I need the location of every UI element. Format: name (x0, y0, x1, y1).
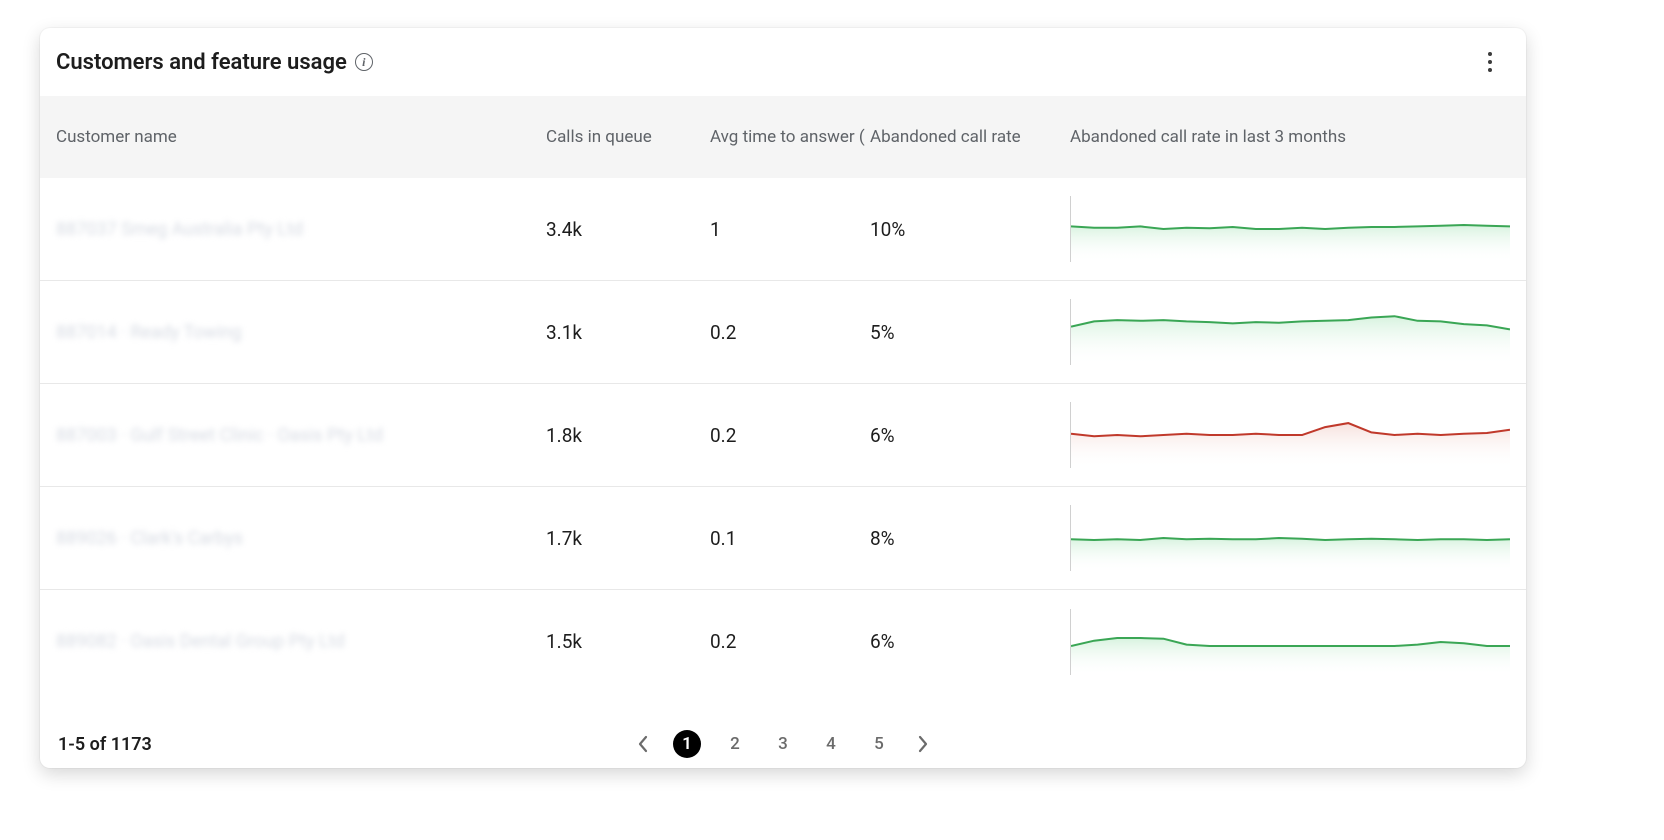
col-avg-time-to-answer[interactable]: Avg time to answer ( (710, 127, 870, 147)
col-abandoned-rate-3mo[interactable]: Abandoned call rate in last 3 months (1070, 127, 1510, 147)
card-header: Customers and feature usage i (40, 28, 1526, 96)
cell-avg-time-to-answer: 0.1 (710, 527, 870, 550)
info-icon[interactable]: i (355, 53, 373, 71)
pagination-range-label: 1-5 of 1173 (58, 734, 152, 755)
pager-next-icon[interactable] (913, 734, 933, 754)
sparkline-chart (1070, 609, 1510, 675)
table-body: 887037 Smeg Australia Pty Ltd 3.4k 1 10%… (40, 178, 1526, 693)
sparkline-chart (1070, 196, 1510, 262)
pager-page-3[interactable]: 3 (769, 730, 797, 758)
cell-sparkline (1070, 505, 1510, 571)
table-row[interactable]: 889082 · Oasis Dental Group Pty Ltd 1.5k… (40, 590, 1526, 693)
card-footer: 1-5 of 1173 12345 (40, 720, 1526, 768)
cell-calls-in-queue: 3.1k (546, 321, 710, 344)
table-row[interactable]: 887037 Smeg Australia Pty Ltd 3.4k 1 10% (40, 178, 1526, 281)
pager-page-2[interactable]: 2 (721, 730, 749, 758)
cell-sparkline (1070, 609, 1510, 675)
cell-calls-in-queue: 1.5k (546, 630, 710, 653)
sparkline-chart (1070, 505, 1510, 571)
cell-abandoned-rate: 5% (870, 321, 1070, 344)
sparkline-chart (1070, 402, 1510, 468)
pager: 12345 (633, 730, 933, 758)
card-title: Customers and feature usage (56, 50, 347, 75)
sparkline-chart (1070, 299, 1510, 365)
pager-page-5[interactable]: 5 (865, 730, 893, 758)
cell-abandoned-rate: 6% (870, 424, 1070, 447)
pager-page-1[interactable]: 1 (673, 730, 701, 758)
cell-sparkline (1070, 299, 1510, 365)
cell-customer-name[interactable]: 887003 · Gulf Street Clinic · Oasis Pty … (56, 425, 546, 446)
cell-calls-in-queue: 3.4k (546, 218, 710, 241)
cell-avg-time-to-answer: 0.2 (710, 630, 870, 653)
pager-page-4[interactable]: 4 (817, 730, 845, 758)
cell-customer-name[interactable]: 887037 Smeg Australia Pty Ltd (56, 219, 546, 240)
cell-customer-name[interactable]: 889082 · Oasis Dental Group Pty Ltd (56, 631, 546, 652)
cell-avg-time-to-answer: 1 (710, 218, 870, 241)
table-row[interactable]: 887003 · Gulf Street Clinic · Oasis Pty … (40, 384, 1526, 487)
cell-abandoned-rate: 8% (870, 527, 1070, 550)
cell-calls-in-queue: 1.8k (546, 424, 710, 447)
col-customer-name[interactable]: Customer name (56, 127, 546, 147)
cell-avg-time-to-answer: 0.2 (710, 321, 870, 344)
cell-customer-name[interactable]: 887014 · Ready Towing (56, 322, 546, 343)
table-header: Customer name Calls in queue Avg time to… (40, 96, 1526, 178)
col-abandoned-rate[interactable]: Abandoned call rate (870, 127, 1070, 147)
pager-prev-icon[interactable] (633, 734, 653, 754)
col-calls-in-queue[interactable]: Calls in queue (546, 127, 710, 147)
cell-sparkline (1070, 196, 1510, 262)
cell-calls-in-queue: 1.7k (546, 527, 710, 550)
table-row[interactable]: 887014 · Ready Towing 3.1k 0.2 5% (40, 281, 1526, 384)
cell-abandoned-rate: 10% (870, 218, 1070, 241)
cell-customer-name[interactable]: 889026 · Clark's Carbys (56, 528, 546, 549)
cell-abandoned-rate: 6% (870, 630, 1070, 653)
cell-avg-time-to-answer: 0.2 (710, 424, 870, 447)
table-row[interactable]: 889026 · Clark's Carbys 1.7k 0.1 8% (40, 487, 1526, 590)
customer-usage-card: Customers and feature usage i Customer n… (40, 28, 1526, 768)
more-options-icon[interactable] (1478, 48, 1502, 76)
card-title-wrap: Customers and feature usage i (56, 50, 373, 75)
cell-sparkline (1070, 402, 1510, 468)
